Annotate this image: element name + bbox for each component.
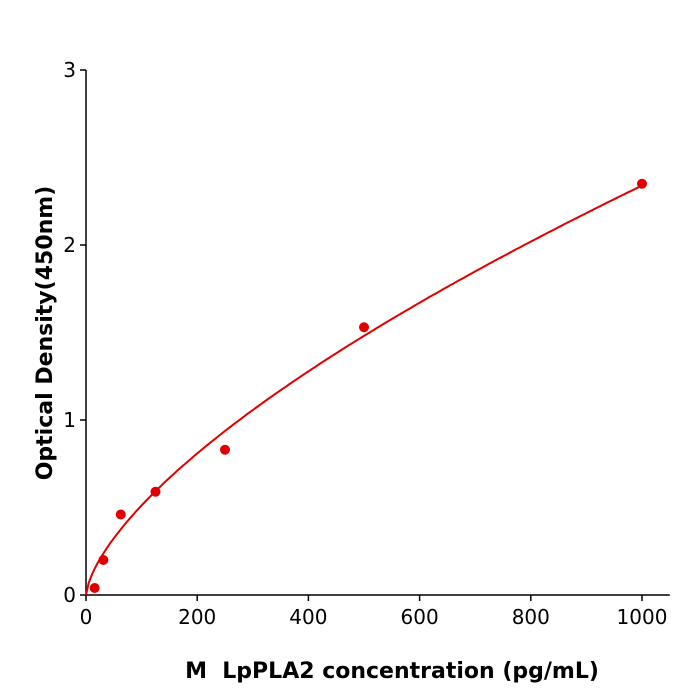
data-point [89, 583, 100, 593]
data-point [150, 486, 161, 497]
x-tick-label: 600 [401, 605, 439, 629]
x-tick-label: 800 [512, 605, 550, 629]
data-point [220, 444, 230, 455]
x-tick-label: 0 [80, 605, 93, 629]
data-point [637, 178, 647, 189]
x-tick-label: 400 [289, 605, 327, 629]
y-axis-label: Optical Density(450nm) [33, 186, 58, 481]
fit-curve [85, 184, 643, 596]
x-axis-label: M LpPLA2 concentration (pg/mL) [185, 659, 599, 684]
x-tick-label: 200 [178, 605, 216, 629]
y-tick-label: 1 [63, 408, 76, 432]
y-tick-label: 0 [63, 583, 76, 607]
data-point [98, 555, 109, 565]
data-point [359, 322, 369, 333]
y-tick-label: 2 [63, 233, 76, 257]
y-tick-label: 3 [63, 58, 76, 82]
data-point [115, 509, 126, 520]
x-tick-label: 1000 [617, 605, 668, 629]
